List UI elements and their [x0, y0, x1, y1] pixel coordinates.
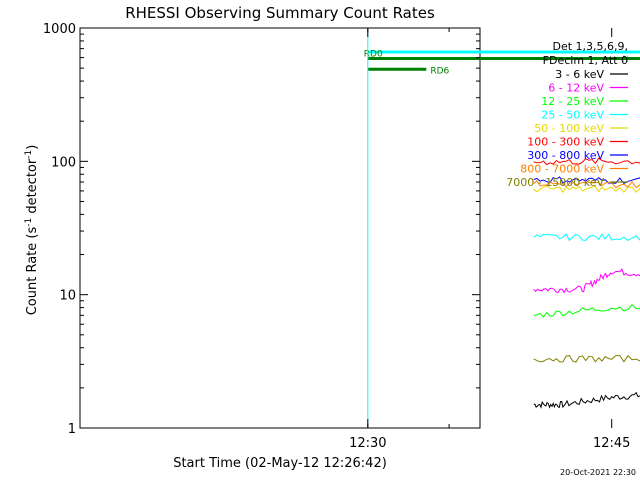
legend-entry-label: 50 - 100 keV [534, 122, 604, 135]
flag-label: RD0 [364, 50, 383, 60]
series-line [533, 179, 640, 189]
legend-header-line-2: FDecim 1, Att 0 [543, 54, 628, 67]
plot-frame [79, 27, 481, 429]
series-line [533, 176, 640, 185]
legend-entry-label: 100 - 300 keV [527, 136, 604, 149]
y-axis-label-sup1: -1 [24, 218, 34, 227]
legend-entry-label: 7000 - 15000 keV [506, 176, 604, 189]
flag-label: RD6 [430, 66, 449, 76]
series-lines [533, 157, 640, 409]
series-line [533, 157, 640, 166]
legend: Det 1,3,5,6,9, FDecim 1, Att 0 3 - 6 keV… [506, 40, 628, 189]
legend-entry-label: 300 - 800 keV [527, 149, 604, 162]
series-line [533, 391, 640, 409]
y-axis-label-sup2: -1 [24, 150, 34, 159]
series-line [533, 233, 640, 242]
y-tick-label: 100 [51, 155, 76, 170]
series-line [533, 303, 640, 318]
footer-timestamp: 20-Oct-2021 22:30 [560, 468, 636, 477]
attenuator-lines [367, 28, 369, 428]
series-line [533, 354, 640, 363]
y-axis: 1 10 100 1000 [43, 22, 480, 437]
y-axis-label: Count Rate (s-1 detector-1) [24, 145, 40, 316]
series-line [533, 185, 640, 194]
x-tick-label: 12:45 [593, 436, 630, 451]
chart-title: RHESSI Observing Summary Count Rates [125, 4, 435, 22]
legend-entry-label: 25 - 50 keV [541, 109, 604, 122]
legend-header-line-1: Det 1,3,5,6,9, [552, 40, 628, 53]
series-line [533, 268, 640, 294]
instrument-flags: NSRD0RD6 [364, 50, 640, 76]
y-axis-label-main: Count Rate (s [25, 227, 40, 316]
y-tick-label: 1 [68, 422, 76, 437]
legend-entry-label: 12 - 25 keV [541, 95, 604, 108]
x-tick-label: 12:30 [349, 436, 386, 451]
legend-entry-label: 800 - 7000 keV [520, 163, 604, 176]
x-axis-label: Start Time (02-May-12 12:26:42) [173, 456, 387, 471]
legend-entry-label: 6 - 12 keV [548, 82, 604, 95]
y-axis-label-mid: detector [25, 158, 40, 218]
y-tick-label: 1000 [43, 22, 76, 37]
flag-label: N [622, 55, 629, 65]
legend-entry-label: 3 - 6 keV [555, 68, 604, 81]
y-tick-label: 10 [59, 289, 76, 304]
y-axis-label-end: ) [25, 145, 40, 150]
